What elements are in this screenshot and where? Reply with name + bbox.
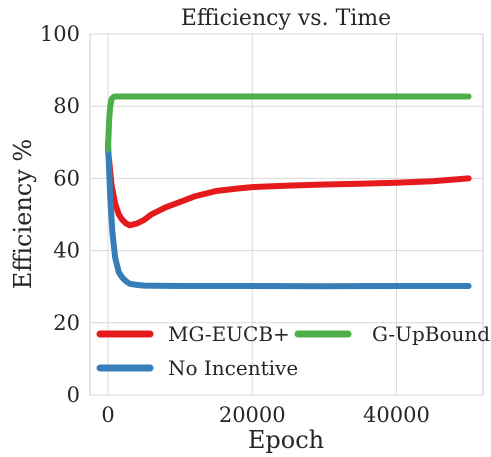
y-tick-label: 0: [67, 383, 80, 407]
legend: MG-EUCB+ G-UpBound No Incentive: [96, 322, 490, 380]
x-tick-label: 40000: [363, 403, 430, 427]
series-line-g-upbound: [105, 93, 472, 153]
legend-label-no-incentive: No Incentive: [168, 356, 298, 380]
y-tick-label: 20: [53, 311, 80, 335]
x-tick-label: 20000: [219, 403, 286, 427]
y-tick-label: 60: [53, 166, 80, 190]
series-line-no-incentive: [105, 139, 472, 290]
series-layer: [105, 93, 472, 290]
legend-label-mg-eucb: MG-EUCB+: [168, 322, 290, 346]
y-tick-label: 40: [53, 239, 80, 263]
x-axis-label: Epoch: [248, 426, 324, 454]
y-tick-label: 100: [40, 22, 80, 46]
y-tick-label: 80: [53, 94, 80, 118]
ticks: 0 20 40 60 80 100 0 20000 40000: [40, 22, 430, 427]
series-line-mg-eucb: [105, 146, 472, 229]
x-tick-label: 0: [101, 403, 114, 427]
chart-title: Efficiency vs. Time: [181, 6, 391, 31]
y-axis-label: Efficiency %: [9, 139, 37, 289]
legend-label-g-upbound: G-UpBound: [372, 322, 490, 346]
